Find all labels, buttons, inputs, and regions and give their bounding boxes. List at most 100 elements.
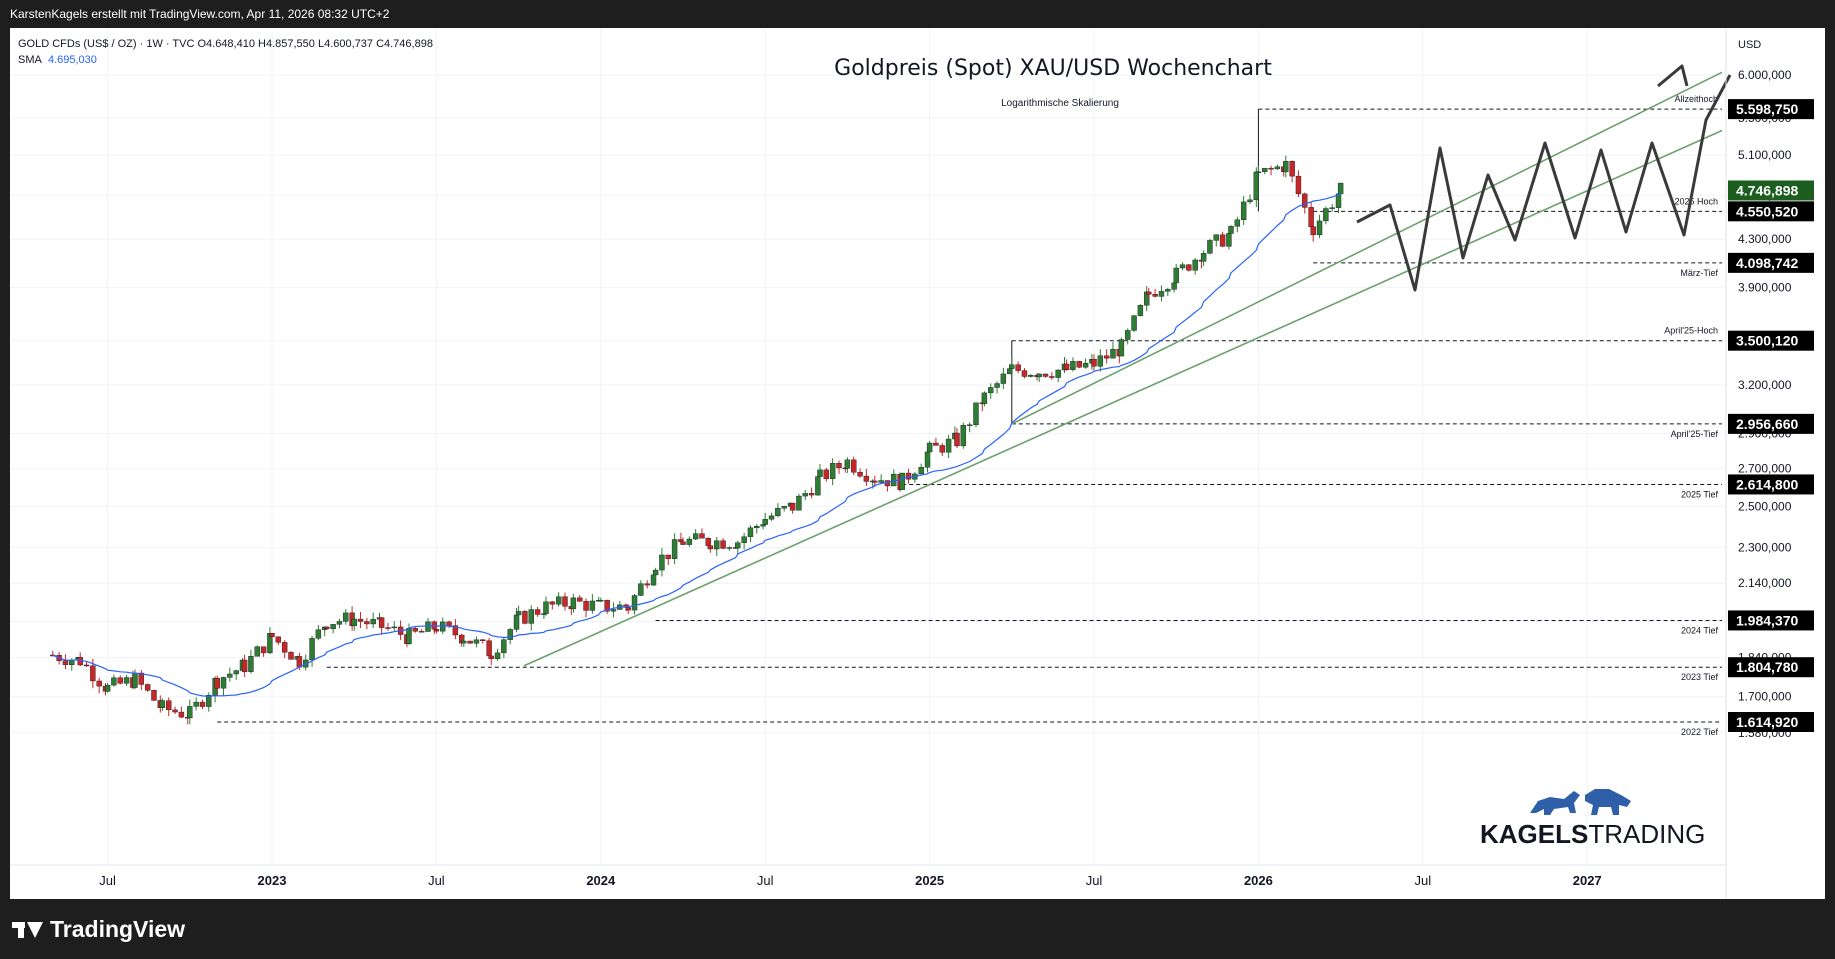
candle-body [1146, 291, 1152, 295]
x-tick-label: Jul [1414, 873, 1431, 888]
candle-body [117, 677, 123, 684]
price-badge-text: 1.614,920 [1736, 714, 1798, 730]
candle-body [1097, 355, 1104, 367]
candle-body [364, 621, 370, 625]
candle-body [802, 493, 808, 497]
candle-body [1165, 289, 1171, 292]
candle-body [83, 664, 90, 667]
trendline-upper [1011, 71, 1723, 425]
candle-body [515, 611, 522, 616]
candle-body [1323, 208, 1329, 222]
candle-body [570, 597, 577, 610]
price-axis[interactable]: USD6.000,0005.500,0005.100,0004.700,0004… [1725, 28, 1814, 899]
candle-body [665, 554, 671, 559]
candle-body [775, 508, 781, 517]
watermark-bold: KAGELS [1480, 819, 1588, 849]
level-label: 2024 Tief [1681, 625, 1719, 635]
x-tick-label: 2027 [1573, 873, 1602, 888]
level-label: 2022 Tief [1681, 727, 1719, 737]
currency-label: USD [1738, 39, 1761, 51]
price-badge [1728, 712, 1814, 732]
price-badge [1728, 252, 1814, 273]
candle-body [330, 624, 336, 629]
candle-body [829, 463, 836, 479]
x-tick-label: Jul [428, 873, 445, 888]
candle-body [494, 652, 501, 660]
sma-label: SMA [18, 54, 42, 66]
candle-body [1082, 363, 1089, 368]
price-badge [1728, 610, 1814, 631]
candle-body [981, 392, 988, 405]
candle-body [214, 677, 220, 689]
candle-body [336, 621, 343, 625]
symbol-legend[interactable]: GOLD CFDs (US$ / OZ) · 1W · TVC O4.648,4… [18, 36, 433, 68]
bull-shape [1530, 791, 1580, 815]
candle-body [644, 583, 650, 586]
time-axis[interactable]: Jul 2023 Jul 2024 Jul 2025 Jul 2026 Jul 2027 [10, 864, 1726, 888]
projection-arrowhead [1657, 64, 1689, 88]
attribution-text: KarstenKagels erstellt mit TradingView.c… [10, 7, 390, 21]
candle-body [747, 527, 754, 537]
candle-body [90, 665, 96, 682]
candle-body [966, 424, 973, 426]
grid [10, 28, 1725, 865]
candle-body [714, 540, 720, 550]
chart-titles: Goldpreis (Spot) XAU/USD Wochenchart Loga… [834, 56, 1272, 109]
candle-body [111, 677, 117, 686]
candle-body [1009, 364, 1015, 369]
level-label: 2025 Hoch [1674, 196, 1718, 206]
candle-body [808, 493, 815, 496]
candle-body [562, 596, 568, 607]
candle-body [488, 655, 494, 660]
candle-body [446, 621, 452, 626]
candle-body [351, 618, 357, 627]
candle-body [1049, 376, 1055, 378]
candle-body [692, 533, 699, 540]
candle-body [671, 539, 678, 559]
candle-body [1028, 375, 1034, 377]
candle-body [1302, 193, 1308, 208]
candle-body [254, 646, 260, 657]
y-tick-label: 4.300,000 [1738, 232, 1792, 246]
price-badge-text: 5.598,750 [1736, 101, 1798, 117]
sma-line [52, 192, 1342, 697]
trendline-lower [523, 129, 1723, 667]
y-tick-label: 5.100,000 [1738, 148, 1792, 162]
candle-body [844, 459, 851, 469]
candle-body [220, 677, 227, 689]
price-badge-text: 2.956,660 [1736, 416, 1798, 432]
chart-area[interactable] [10, 28, 1825, 899]
candle-body [988, 387, 994, 394]
candle-body [227, 673, 233, 678]
candle-body [269, 633, 275, 638]
candle-body [789, 502, 796, 511]
candle-body [288, 652, 294, 660]
x-tick-label: Jul [757, 873, 774, 888]
watermark-light: TRADING [1588, 819, 1705, 849]
candle-body [187, 706, 193, 719]
candle-body [241, 659, 248, 672]
candle-body [1158, 291, 1165, 297]
candle-body [275, 636, 282, 643]
candle-body [899, 472, 905, 490]
candle-body [522, 611, 528, 624]
last-price-badge [1728, 180, 1814, 201]
candle-body [199, 701, 206, 707]
candle-body [62, 660, 69, 666]
candle-body [583, 601, 589, 611]
candle-body [1076, 361, 1082, 368]
candle-body [1337, 182, 1344, 195]
candle-body [954, 432, 960, 447]
price-badge-text: 1.804,780 [1736, 659, 1798, 675]
candle-body [461, 640, 467, 644]
candle-body [1173, 267, 1179, 284]
candle-body [1234, 219, 1241, 227]
tradingview-logo[interactable]: TradingView [12, 916, 185, 943]
kagels-watermark: KAGELSTRADING [1480, 789, 1705, 849]
candle-body [638, 583, 644, 596]
candle-body [1200, 253, 1207, 262]
candle-body [781, 506, 787, 509]
price-badge-text: 1.984,370 [1736, 612, 1798, 628]
candle-body [343, 612, 349, 622]
